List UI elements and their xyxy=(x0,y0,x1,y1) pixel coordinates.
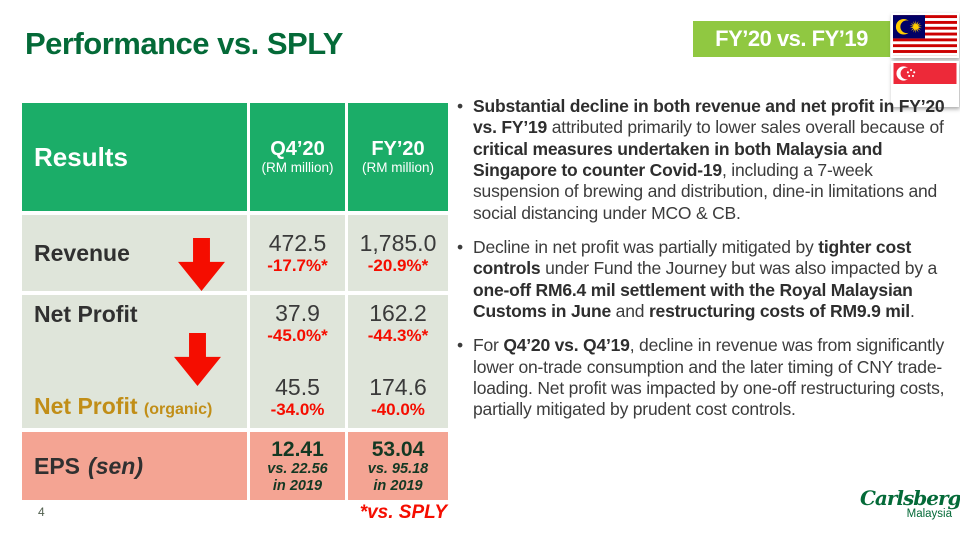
header-q4-title: Q4’20 xyxy=(270,137,325,160)
commentary-panel: Substantial decline in both revenue and … xyxy=(456,96,954,434)
eps-label-suffix: (sen) xyxy=(88,452,143,479)
net-profit-organic-q4-value: 45.5 xyxy=(275,374,320,401)
carlsberg-logo-wordmark: Carlsberg xyxy=(860,486,960,510)
decline-arrow-icon xyxy=(178,238,225,291)
bullet-item: For Q4’20 vs. Q4’19, decline in revenue … xyxy=(456,335,954,420)
revenue-label: Revenue xyxy=(34,239,130,266)
bullet-item: Substantial decline in both revenue and … xyxy=(456,96,954,224)
net-profit-label: Net Profit xyxy=(34,301,138,327)
header-fy-subtitle: (RM million) xyxy=(362,159,434,175)
period-badge: FY’20 vs. FY’19 xyxy=(693,21,890,57)
table-row-net-profit: Net Profit Net Profit (organic) 37.9 -45… xyxy=(22,295,448,428)
malaysia-flag-icon xyxy=(891,13,959,58)
net-profit-fy-group: 162.2 -44.3%* xyxy=(367,300,429,346)
page-title: Performance vs. SPLY xyxy=(25,26,343,61)
revenue-fy-change: -20.9%* xyxy=(367,255,429,275)
bullet-list: Substantial decline in both revenue and … xyxy=(456,96,954,421)
header-q4: Q4’20 (RM million) xyxy=(250,103,345,211)
net-profit-q4-value: 37.9 xyxy=(275,300,320,326)
eps-q4-note: vs. 22.56 in 2019 xyxy=(267,460,328,494)
footnote: *vs. SPLY xyxy=(359,502,447,523)
net-profit-q4-group: 37.9 -45.0%* xyxy=(267,300,328,346)
net-profit-organic-label: Net Profit (organic) xyxy=(34,393,213,419)
table-row-eps: EPS (sen) 12.41 vs. 22.56 in 2019 53.04 … xyxy=(22,432,448,500)
header-fy: FY’20 (RM million) xyxy=(348,103,448,211)
header-results: Results xyxy=(22,103,247,211)
net-profit-organic-fy-value: 174.6 xyxy=(369,374,427,401)
net-profit-fy-change: -44.3%* xyxy=(367,326,429,346)
net-profit-fy-value: 162.2 xyxy=(369,300,427,326)
eps-q4-value: 12.41 xyxy=(271,437,324,461)
header-fy-title: FY’20 xyxy=(371,137,425,160)
results-table: Results Q4’20 (RM million) FY’20 (RM mil… xyxy=(22,103,448,500)
eps-label: EPS xyxy=(34,452,81,479)
decline-arrow-icon xyxy=(174,333,221,386)
table-row-revenue: Revenue 472.5 -17.7%* 1,785.0 -20.9%* xyxy=(22,215,448,291)
bullet-item: Decline in net profit was partially miti… xyxy=(456,237,954,322)
organic-suffix: (organic) xyxy=(143,401,213,418)
revenue-q4-value: 472.5 xyxy=(268,229,327,256)
eps-fy-note: vs. 95.18 in 2019 xyxy=(367,460,429,494)
net-profit-organic-fy-group: 174.6 -40.0% xyxy=(369,374,427,420)
carlsberg-logo-region: Malaysia xyxy=(906,508,952,520)
revenue-q4-change: -17.7%* xyxy=(267,255,328,275)
header-q4-subtitle: (RM million) xyxy=(261,159,334,175)
eps-fy-value: 53.04 xyxy=(371,437,425,461)
net-profit-organic-q4-change: -34.0% xyxy=(270,400,325,420)
table-header-row: Results Q4’20 (RM million) FY’20 (RM mil… xyxy=(22,103,448,211)
revenue-fy-value: 1,785.0 xyxy=(359,229,437,256)
net-profit-organic-q4-group: 45.5 -34.0% xyxy=(270,374,325,420)
carlsberg-logo: Carlsberg Malaysia xyxy=(860,486,960,521)
page-number: 4 xyxy=(38,505,45,519)
net-profit-organic-fy-change: -40.0% xyxy=(371,400,425,420)
net-profit-q4-change: -45.0%* xyxy=(267,326,328,346)
